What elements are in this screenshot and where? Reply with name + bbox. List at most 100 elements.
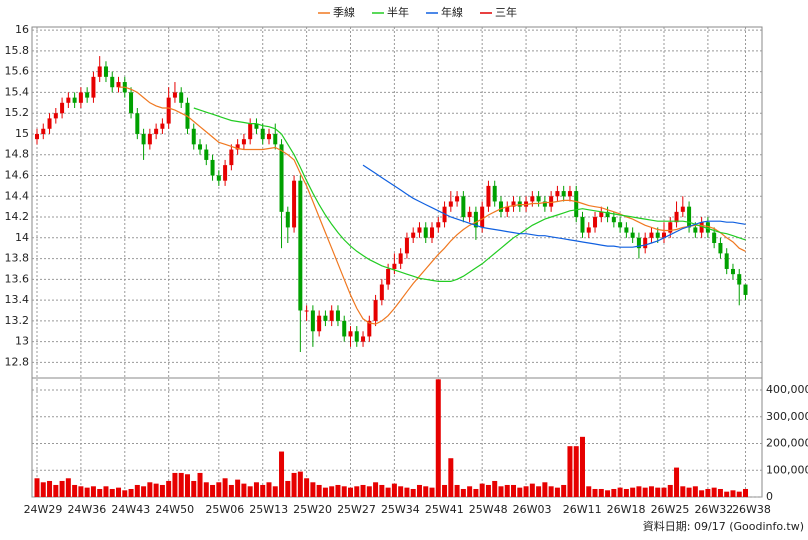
candle-body [561,191,566,197]
x-tick-label: 24W43 [111,503,150,516]
candle-body [72,97,77,103]
volume-bar [416,484,422,497]
candle-body [392,263,397,269]
price-frame [31,26,763,379]
volume-bar [147,482,153,497]
volume-bar [134,484,140,497]
volume-bar [90,486,96,497]
y-tick-label: 13.2 [5,314,30,327]
volume-bar [498,486,504,497]
volume-bar [141,486,147,497]
volume-bar [548,486,554,497]
candle-body [298,180,303,311]
y-tick-label: 15.2 [5,106,30,119]
candle-body [129,92,134,114]
volume-bar [47,480,53,497]
candle-body [204,149,209,160]
candle-body [467,211,472,218]
volume-bar [454,484,460,497]
y-tick-label: 14.4 [5,189,30,202]
x-tick-label: 25W20 [293,503,332,516]
volume-bar [398,486,404,497]
volume-bar [391,483,397,497]
volume-bar [511,484,517,497]
y-tick-label: 200,000 [766,437,808,450]
candle-body [574,191,579,218]
candle-body [53,113,58,119]
volume-bar [341,486,347,497]
volume-bar [385,487,391,497]
candle-body [147,133,152,145]
candle-body [404,237,409,254]
volume-bar [304,478,310,497]
volume-bar [674,467,680,497]
candle-body [241,139,246,145]
y-tick-label: 14 [15,231,29,244]
candle-body [329,310,334,321]
candle-body [260,128,265,140]
candle-body [674,211,679,223]
candle-body [229,149,234,166]
volume-bar [554,487,560,497]
candle-body [498,201,503,212]
candle-body [103,66,108,77]
volume-bar [536,486,542,497]
candle-body [348,331,353,337]
x-tick-label: 24W36 [67,503,106,516]
footer: 資料日期: 09/17 (Goodinfo.tw) [643,519,804,533]
x-tick-label: 25W13 [249,503,288,516]
candle-body [455,196,460,202]
candle-body [154,128,159,134]
volume-bar [717,488,723,497]
candle-body [78,92,83,103]
volume-bar [172,472,178,497]
volume-bar [724,491,730,497]
volume-bar [642,487,648,497]
volume-bar [485,484,491,497]
candle-body [91,76,96,98]
legend-label: 季線 [333,5,355,19]
volume-bar [216,482,222,497]
candle-body [172,92,177,98]
candle-body [743,284,748,295]
volume-bar [297,471,303,497]
volume-bar [84,487,90,497]
volume-bar [203,482,209,497]
legend-label: 三年 [495,5,517,19]
candle-body [160,123,165,129]
candle-body [354,331,359,342]
volume-bar [711,487,717,497]
volume-bar [517,487,523,497]
volume-bar [241,483,247,497]
candle-body [273,133,278,145]
candle-body [47,118,52,129]
volume-bar [404,487,410,497]
candle-body [254,123,259,129]
volume-bar [253,482,259,497]
volume-bar [479,483,485,497]
volume-bar [743,488,749,497]
volume-bar [492,480,498,497]
volume-bar [228,484,234,497]
volume-bar [272,486,278,497]
volume-bar [561,484,567,497]
volume-bar [730,490,736,497]
candle-body [285,211,290,228]
candle-body [649,232,654,238]
candle-body [97,66,102,77]
candle-body [473,211,478,228]
candle-body [41,128,46,134]
candle-body [35,133,39,140]
volume-bar [680,486,686,497]
x-tick-label: 25W27 [337,503,376,516]
volume-bar [329,486,335,497]
candle-body [317,315,322,332]
volume-bar [611,488,617,497]
volume-bar [467,486,473,497]
volume-bar [159,484,165,497]
legend-label: 半年 [387,5,409,19]
candle-body [555,191,560,197]
candle-body [304,310,309,312]
volume-bar [435,379,441,497]
candle-body [593,217,598,228]
